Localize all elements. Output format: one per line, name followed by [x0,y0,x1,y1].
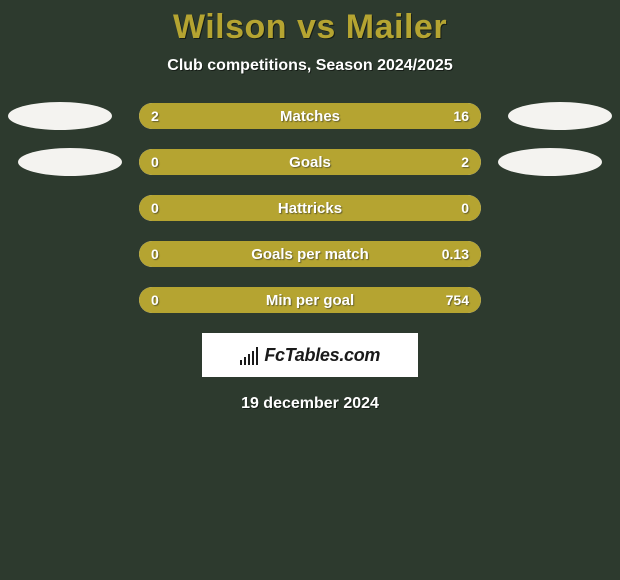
player-right-badge [508,102,612,130]
stat-bar: 0 Min per goal 754 [139,287,481,313]
bar-fill-right [139,241,481,267]
stat-value-right: 0.13 [442,246,469,262]
stat-bar: 0 Goals per match 0.13 [139,241,481,267]
stat-bar: 2 Matches 16 [139,103,481,129]
stat-value-left: 0 [151,154,159,170]
stat-value-right: 0 [461,200,469,216]
stat-value-right: 754 [446,292,469,308]
stat-value-left: 0 [151,292,159,308]
page-title: Wilson vs Mailer [0,8,620,47]
stat-row-min-per-goal: 0 Min per goal 754 [0,287,620,313]
date-text: 19 december 2024 [0,395,620,413]
chart-icon [240,345,259,365]
page-subtitle: Club competitions, Season 2024/2025 [0,57,620,75]
comparison-widget: Wilson vs Mailer Club competitions, Seas… [0,0,620,413]
stat-row-matches: 2 Matches 16 [0,103,620,129]
bar-fill-left [139,195,481,221]
stat-value-right: 16 [453,108,469,124]
logo-text: FcTables.com [264,345,380,366]
stat-bar: 0 Goals 2 [139,149,481,175]
player-left-badge [18,148,122,176]
player-left-badge [8,102,112,130]
stat-row-goals-per-match: 0 Goals per match 0.13 [0,241,620,267]
bar-fill-right [139,287,481,313]
comparison-chart: 2 Matches 16 0 Goals 2 0 Hattricks 0 [0,103,620,313]
bar-fill-left [139,103,201,129]
bar-fill-right [201,103,481,129]
player-right-badge [498,148,602,176]
stat-value-left: 0 [151,246,159,262]
stat-bar: 0 Hattricks 0 [139,195,481,221]
fctables-logo[interactable]: FcTables.com [202,333,418,377]
stat-value-right: 2 [461,154,469,170]
stat-row-goals: 0 Goals 2 [0,149,620,175]
stat-value-left: 2 [151,108,159,124]
stat-value-left: 0 [151,200,159,216]
bar-fill-right [139,149,481,175]
stat-row-hattricks: 0 Hattricks 0 [0,195,620,221]
